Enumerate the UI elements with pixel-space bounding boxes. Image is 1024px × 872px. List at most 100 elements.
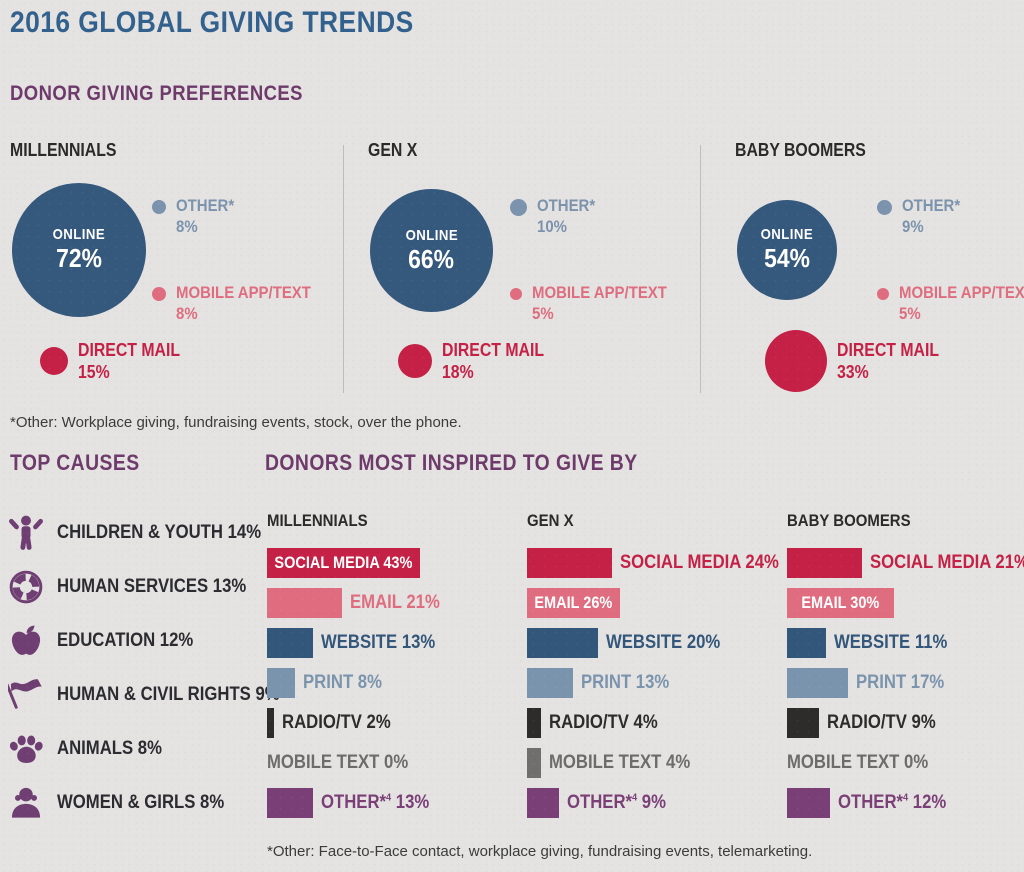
- bar-print: [267, 668, 295, 698]
- generation-label: BABY BOOMERS: [735, 140, 866, 160]
- bar-label: MOBILE TEXT 0%: [787, 752, 929, 773]
- bar-email: EMAIL 26%: [527, 588, 620, 618]
- inspired-heading: DONORS MOST INSPIRED TO GIVE BY: [265, 450, 638, 475]
- bar-row: RADIO/TV 9%: [787, 703, 1024, 743]
- bar-label: PRINT 13%: [581, 672, 670, 693]
- bar-radio-tv: [267, 708, 274, 738]
- mobile-app-text-label: MOBILE APP/TEXT 5%: [532, 283, 667, 323]
- preference-panel: MILLENNIALS ONLINE 72% OTHER* 8% MOBILE APP/T…: [10, 140, 315, 402]
- generation-label: GEN X: [368, 140, 418, 160]
- bar-row: RADIO/TV 2%: [267, 703, 521, 743]
- cause-row: HUMAN SERVICES 13%: [8, 560, 258, 614]
- bar-row: WEBSITE 20%: [527, 623, 781, 663]
- cause-row: ANIMALS 8%: [8, 722, 258, 776]
- apple-icon: [8, 623, 44, 659]
- bar-row: PRINT 8%: [267, 663, 521, 703]
- online-value: 66%: [408, 243, 455, 274]
- bar-label: EMAIL 26%: [534, 593, 613, 612]
- bar-row: MOBILE TEXT 0%: [787, 743, 1024, 783]
- bar-label: RADIO/TV 2%: [282, 712, 391, 733]
- bar-label: MOBILE TEXT 4%: [549, 752, 691, 773]
- bar-row: SOCIAL MEDIA 21%: [787, 543, 1024, 583]
- bar-group-label: GEN X: [527, 511, 574, 530]
- bar-row: EMAIL 21%: [267, 583, 521, 623]
- bar-group-label: MILLENNIALS: [267, 511, 368, 530]
- direct-mail-row: DIRECT MAIL 15%: [40, 328, 194, 394]
- bar-label: OTHER*4 9%: [567, 792, 666, 813]
- bar-email: EMAIL 30%: [787, 588, 894, 618]
- child-icon: [8, 515, 44, 551]
- direct-mail-label: DIRECT MAIL 33%: [837, 340, 940, 382]
- mobile-app-text-dot: [510, 288, 522, 300]
- other-label: OTHER* 9%: [902, 196, 961, 236]
- bar-print: [527, 668, 573, 698]
- bar-label: OTHER*4 12%: [838, 792, 947, 813]
- bar-row: RADIO/TV 4%: [527, 703, 781, 743]
- bar-radio-tv: [787, 708, 819, 738]
- bar-row: OTHER*4 12%: [787, 783, 1024, 823]
- mobile-app-text-dot: [152, 287, 166, 301]
- top-causes-list: CHILDREN & YOUTH 14% HUMAN SERVICES 13% ED…: [5, 506, 280, 830]
- direct-mail-row: DIRECT MAIL 18%: [398, 328, 558, 394]
- other-label: OTHER* 8%: [176, 196, 235, 236]
- other-label: OTHER* 10%: [537, 196, 596, 236]
- bars-footnote: *Other: Face-to-Face contact, workplace …: [267, 843, 813, 860]
- bar-row: MOBILE TEXT 0%: [267, 743, 521, 783]
- cause-label: HUMAN & CIVIL RIGHTS 9%: [57, 684, 280, 705]
- bar-row: SOCIAL MEDIA 43%: [267, 543, 521, 583]
- online-bubble: ONLINE 54%: [737, 200, 837, 300]
- life-ring-icon: [8, 569, 44, 605]
- cause-label: HUMAN SERVICES 13%: [57, 576, 247, 597]
- bar-website: [267, 628, 313, 658]
- cause-row: WOMEN & GIRLS 8%: [8, 776, 258, 830]
- other-dot: [510, 199, 527, 216]
- bar-label: MOBILE TEXT 0%: [267, 752, 409, 773]
- paw-icon: [8, 731, 44, 767]
- direct-mail-row: DIRECT MAIL 33%: [765, 328, 953, 394]
- preferences-heading: DONOR GIVING PREFERENCES: [10, 82, 303, 105]
- other-legend: OTHER* 8%: [152, 195, 242, 237]
- bar-label: PRINT 17%: [856, 672, 945, 693]
- bar-label: SOCIAL MEDIA 21%: [870, 552, 1024, 573]
- mobile-app-text-legend: MOBILE APP/TEXT 5%: [510, 282, 685, 324]
- cause-label: CHILDREN & YOUTH 14%: [57, 522, 262, 543]
- woman-icon: [8, 785, 44, 821]
- bar-mobile-text: [527, 748, 541, 778]
- bar-row: WEBSITE 11%: [787, 623, 1024, 663]
- preference-panel: BABY BOOMERS ONLINE 54% OTHER* 9% MOBILE APP/…: [735, 140, 1024, 402]
- cause-label: ANIMALS 8%: [57, 738, 162, 759]
- bar-radio-tv: [527, 708, 541, 738]
- bar-other-: [787, 788, 830, 818]
- bar-row: WEBSITE 13%: [267, 623, 521, 663]
- cause-row: EDUCATION 12%: [8, 614, 258, 668]
- mobile-app-text-label: MOBILE APP/TEXT 5%: [899, 283, 1024, 323]
- bar-label: PRINT 8%: [303, 672, 382, 693]
- bar-label: RADIO/TV 9%: [827, 712, 936, 733]
- bar-label: WEBSITE 20%: [606, 632, 721, 653]
- bar-row: EMAIL 30%: [787, 583, 1024, 623]
- online-value: 72%: [56, 243, 102, 273]
- cause-label: EDUCATION 12%: [57, 630, 194, 651]
- cause-row: HUMAN & CIVIL RIGHTS 9%: [5, 668, 280, 722]
- bar-row: MOBILE TEXT 4%: [527, 743, 781, 783]
- mobile-app-text-legend: MOBILE APP/TEXT 8%: [152, 282, 329, 324]
- generation-label: MILLENNIALS: [10, 140, 117, 160]
- bar-group-label: BABY BOOMERS: [787, 511, 911, 530]
- online-value: 54%: [764, 243, 810, 273]
- bar-label: WEBSITE 11%: [834, 632, 948, 653]
- bar-label: WEBSITE 13%: [321, 632, 436, 653]
- bar-label: RADIO/TV 4%: [549, 712, 658, 733]
- mobile-app-text-legend: MOBILE APP/TEXT 5%: [877, 282, 1024, 324]
- bar-other-: [527, 788, 559, 818]
- bar-social-media: [527, 548, 612, 578]
- bar-label: SOCIAL MEDIA 24%: [620, 552, 779, 573]
- bar-social-media: SOCIAL MEDIA 43%: [267, 548, 420, 578]
- bar-website: [787, 628, 826, 658]
- bar-other-: [267, 788, 313, 818]
- preference-panel: GEN X ONLINE 66% OTHER* 10% MOBILE APP/TEXT 5%…: [368, 140, 673, 402]
- online-label: ONLINE: [760, 226, 814, 243]
- online-bubble: ONLINE 66%: [370, 189, 493, 312]
- mobile-app-text-label: MOBILE APP/TEXT 8%: [176, 283, 311, 323]
- bar-website: [527, 628, 598, 658]
